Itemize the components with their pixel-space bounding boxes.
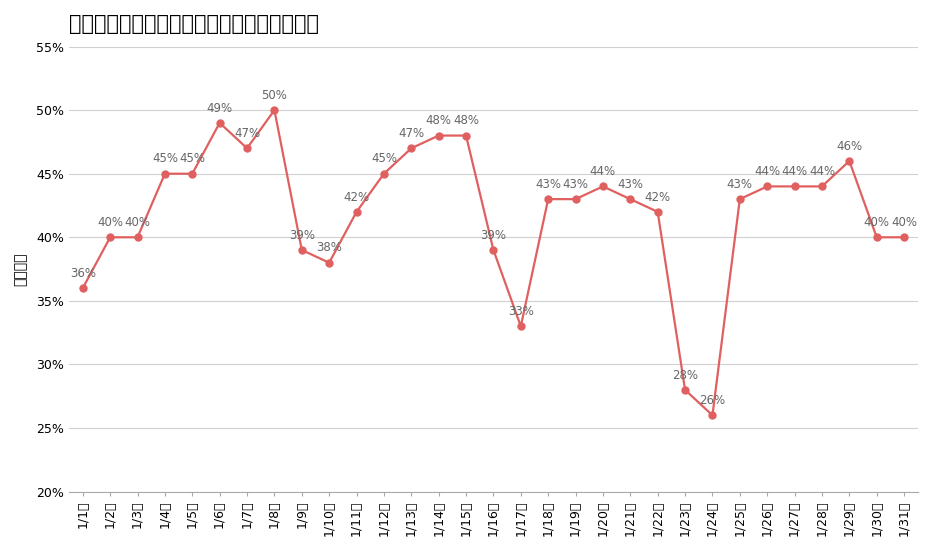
Text: 40%: 40% (124, 216, 150, 229)
Text: 44%: 44% (754, 165, 780, 178)
Text: 28%: 28% (672, 368, 698, 382)
Text: 40%: 40% (97, 216, 123, 229)
Text: 44%: 44% (809, 165, 835, 178)
Text: 各企業・団体ごとの目標歩数達成率（日次）: 各企業・団体ごとの目標歩数達成率（日次） (69, 14, 319, 34)
Text: 40%: 40% (864, 216, 890, 229)
Text: 42%: 42% (343, 190, 369, 204)
Text: 43%: 43% (618, 178, 644, 191)
Text: 42%: 42% (645, 190, 671, 204)
Text: 49%: 49% (206, 102, 232, 114)
Text: 45%: 45% (152, 152, 178, 166)
Text: 43%: 43% (563, 178, 589, 191)
Text: 44%: 44% (590, 165, 616, 178)
Y-axis label: 平均歩数: 平均歩数 (14, 252, 28, 286)
Text: 46%: 46% (836, 140, 862, 153)
Text: 36%: 36% (70, 267, 96, 280)
Text: 33%: 33% (508, 305, 534, 318)
Text: 47%: 47% (398, 127, 425, 140)
Text: 48%: 48% (453, 114, 479, 127)
Text: 38%: 38% (316, 241, 342, 255)
Text: 26%: 26% (700, 394, 726, 407)
Text: 43%: 43% (727, 178, 753, 191)
Text: 50%: 50% (261, 89, 287, 102)
Text: 45%: 45% (179, 152, 205, 166)
Text: 40%: 40% (891, 216, 917, 229)
Text: 47%: 47% (234, 127, 260, 140)
Text: 45%: 45% (371, 152, 397, 166)
Text: 43%: 43% (536, 178, 561, 191)
Text: 48%: 48% (425, 114, 452, 127)
Text: 39%: 39% (480, 229, 507, 241)
Text: 39%: 39% (289, 229, 314, 241)
Text: 44%: 44% (782, 165, 808, 178)
